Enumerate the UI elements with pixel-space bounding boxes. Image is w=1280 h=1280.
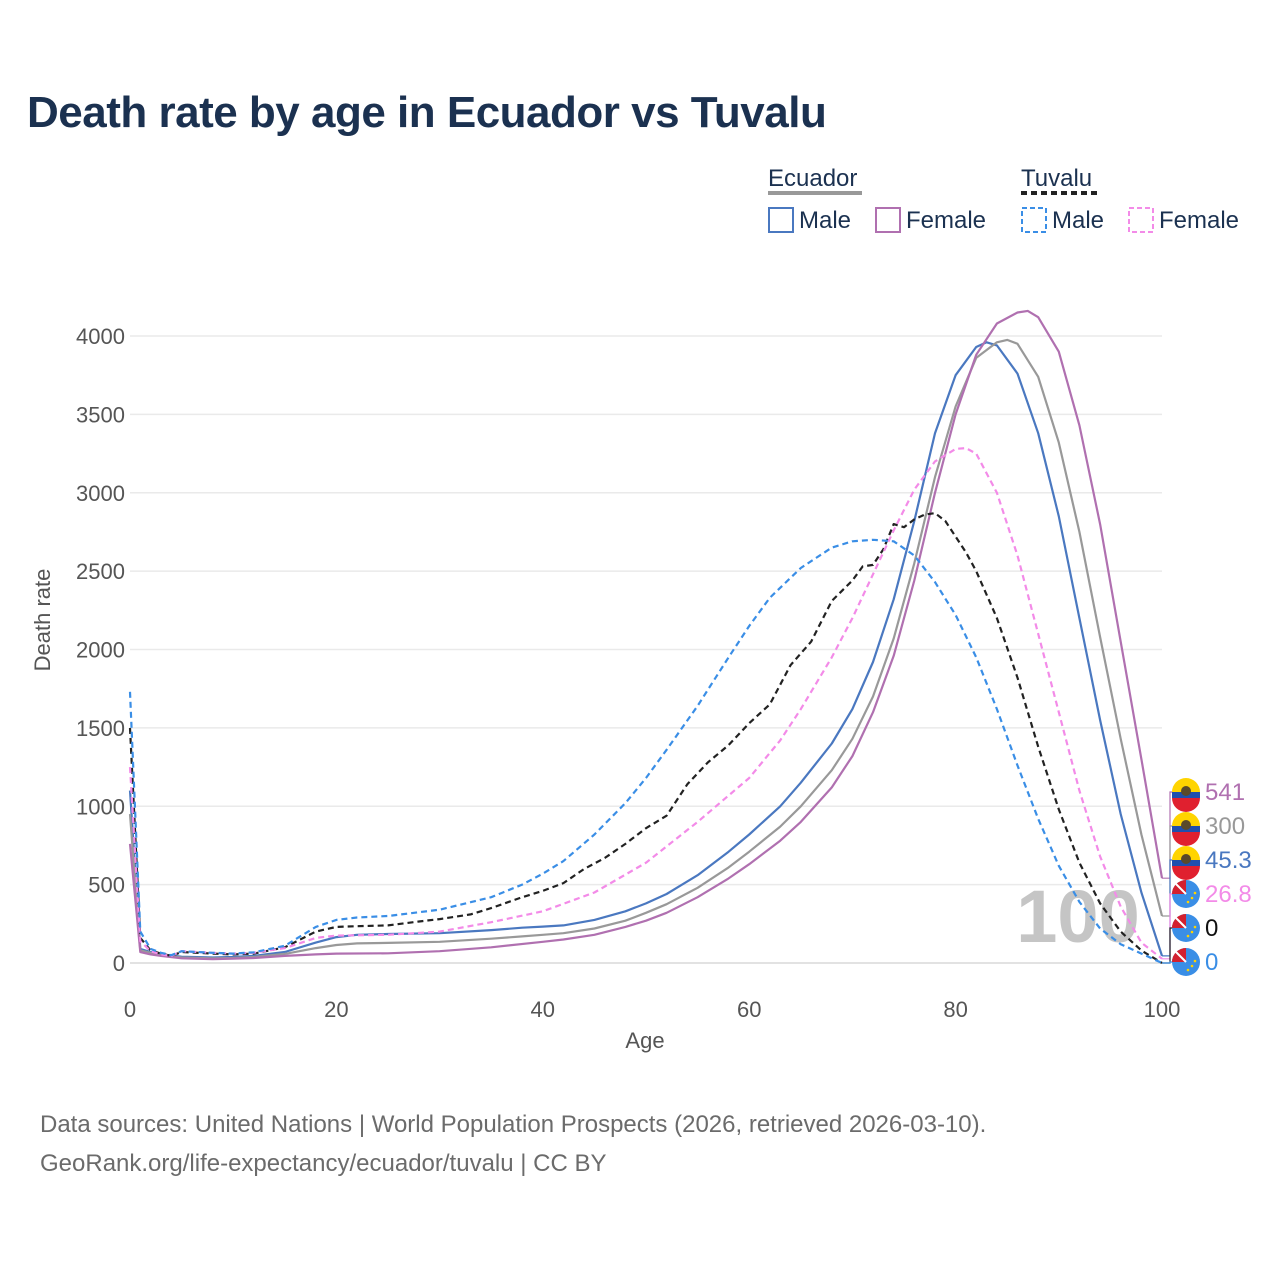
y-axis-ticks: 0 500 1000 1500 2000 2500 3000 3500 4000 — [76, 324, 125, 976]
legend-ecuador-female-swatch[interactable] — [875, 207, 901, 233]
flag-cross — [1175, 951, 1187, 963]
end-label-ecuador-male: 45.3 — [1205, 847, 1252, 874]
y-tick-label: 1500 — [76, 716, 125, 741]
series-line-tuvalu-male[interactable] — [128, 538, 1163, 965]
flag-star — [1193, 959, 1197, 963]
y-tick-label: 2500 — [76, 559, 125, 584]
chart-title: Death rate by age in Ecuador vs Tuvalu — [27, 88, 827, 137]
y-tick-label: 3000 — [76, 481, 125, 506]
end-label-connector — [1162, 859, 1174, 957]
flag-band — [1172, 798, 1200, 812]
series-lines — [128, 309, 1164, 965]
flag-star — [1190, 930, 1194, 934]
flag-icon-ecuador — [1172, 812, 1200, 846]
flag-band — [1172, 778, 1200, 792]
end-label-connector — [1162, 825, 1174, 917]
flag-star — [1186, 934, 1190, 938]
grid-lines — [130, 335, 1162, 964]
x-axis-ticks: 0 20 40 60 80 100 — [124, 997, 1180, 1022]
legend-group-tuvalu: Tuvalu — [1021, 165, 1092, 192]
series-line-ecuador-female[interactable] — [128, 309, 1164, 961]
end-label-connector — [1162, 927, 1174, 964]
end-label-tuvalu-total: 0 — [1205, 915, 1218, 942]
flag-star — [1193, 925, 1197, 929]
flag-emblem — [1181, 820, 1191, 830]
flag-star — [1190, 896, 1194, 900]
flag-star — [1190, 964, 1194, 968]
series-line-tuvalu-female[interactable] — [128, 447, 1163, 960]
legend-ecuador-female-label[interactable]: Female — [906, 207, 986, 234]
legend-tuvalu-male-label[interactable]: Male — [1052, 207, 1104, 234]
x-tick-label: 20 — [324, 997, 348, 1022]
y-tick-label: 0 — [113, 951, 125, 976]
flag-star — [1186, 968, 1190, 972]
flag-icon-tuvalu — [1172, 880, 1200, 908]
source-line-2: GeoRank.org/life-expectancy/ecuador/tuva… — [40, 1150, 607, 1177]
y-tick-label: 3500 — [76, 402, 125, 427]
flag-star — [1193, 891, 1197, 895]
flag-icon-ecuador — [1172, 778, 1200, 812]
x-tick-label: 0 — [124, 997, 136, 1022]
x-axis-label: Age — [625, 1028, 664, 1053]
flag-emblem — [1181, 786, 1191, 796]
flag-icon-ecuador — [1172, 846, 1200, 880]
source-line-1: Data sources: United Nations | World Pop… — [40, 1111, 987, 1138]
y-tick-label: 500 — [88, 873, 125, 898]
y-tick-label: 1000 — [76, 794, 125, 819]
legend-tuvalu-female-swatch[interactable] — [1128, 207, 1154, 233]
series-line-ecuador-total[interactable] — [128, 338, 1164, 960]
x-tick-label: 40 — [531, 997, 555, 1022]
x-tick-label: 80 — [943, 997, 967, 1022]
x-tick-label: 60 — [737, 997, 761, 1022]
flag-band — [1172, 832, 1200, 846]
flag-emblem — [1181, 854, 1191, 864]
y-tick-label: 4000 — [76, 324, 125, 349]
end-label-tuvalu-male: 0 — [1205, 949, 1218, 976]
flag-cross — [1175, 917, 1187, 929]
flag-band — [1172, 846, 1200, 860]
flag-icon-tuvalu — [1172, 914, 1200, 942]
source-note: Data sources: United Nations | World Pop… — [40, 1105, 986, 1183]
legend-group-ecuador: Ecuador — [768, 165, 857, 192]
series-line-ecuador-male[interactable] — [128, 341, 1164, 959]
end-label-tuvalu-female: 26.8 — [1205, 881, 1252, 908]
series-line-tuvalu-total[interactable] — [128, 512, 1163, 964]
legend-tuvalu-female-label[interactable]: Female — [1159, 207, 1239, 234]
legend-ecuador-male-label[interactable]: Male — [799, 207, 851, 234]
end-label-ecuador-female: 541 — [1205, 779, 1245, 806]
flag-icon-tuvalu — [1172, 948, 1200, 976]
legend-ecuador-male-swatch[interactable] — [768, 207, 794, 233]
end-labels: 541 300 45.3 26.8 0 0 — [1162, 778, 1252, 976]
flag-star — [1186, 900, 1190, 904]
y-tick-label: 2000 — [76, 638, 125, 663]
legend-tuvalu-male-swatch[interactable] — [1021, 207, 1047, 233]
x-tick-label: 100 — [1144, 997, 1181, 1022]
y-axis-label: Death rate — [30, 569, 55, 672]
flag-band — [1172, 812, 1200, 826]
end-label-ecuador-total: 300 — [1205, 813, 1245, 840]
legend: Ecuador Male Female Tuvalu Male Female — [768, 165, 1239, 234]
flag-band — [1172, 866, 1200, 880]
flag-cross — [1175, 883, 1187, 895]
